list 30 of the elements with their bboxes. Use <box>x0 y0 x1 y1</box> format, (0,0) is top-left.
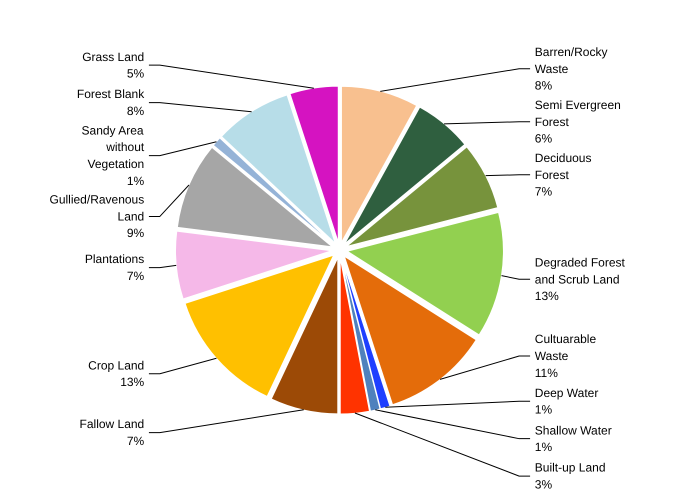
slice-label: Forest Blank <box>76 87 146 102</box>
data-label: 7% <box>126 269 145 284</box>
data-label: 13% <box>120 375 145 390</box>
data-label: 6% <box>534 132 552 146</box>
slice-label: Crop Land <box>88 358 144 372</box>
slice-label: Built-up Land <box>534 460 606 475</box>
slice-label: Plantations <box>84 252 144 266</box>
data-label: 1% <box>534 402 552 417</box>
data-label: 13% <box>534 289 560 304</box>
slice-label: Fallow Land <box>80 417 144 432</box>
slice-label: Deep Water <box>534 386 598 400</box>
data-label: 7% <box>534 184 552 199</box>
data-label: 8% <box>534 78 552 93</box>
slice-label: Cultuarable Waste <box>534 332 596 364</box>
data-label: 7% <box>126 434 145 448</box>
slice-label: Barren/Rocky Waste <box>534 44 608 76</box>
slice-label: Semi Evergreen Forest <box>534 98 621 129</box>
data-label: 3% <box>534 478 552 492</box>
data-label: 11% <box>534 366 558 380</box>
data-label: 1% <box>126 174 145 188</box>
data-label: 9% <box>126 226 145 240</box>
slice-label: Shallow Water <box>534 423 612 438</box>
slice-label: Deciduous Forest <box>534 150 592 182</box>
slice-label: Degraded Forest and Scrub Land <box>534 255 626 286</box>
data-label: 1% <box>534 440 552 454</box>
data-label: 5% <box>126 66 145 81</box>
slice-label: Gullied/Ravenous Land <box>50 192 144 224</box>
slice-label: Grass Land <box>82 50 144 64</box>
slice-label: Sandy Area without Vegetation <box>82 123 145 172</box>
data-label: 8% <box>126 104 145 118</box>
